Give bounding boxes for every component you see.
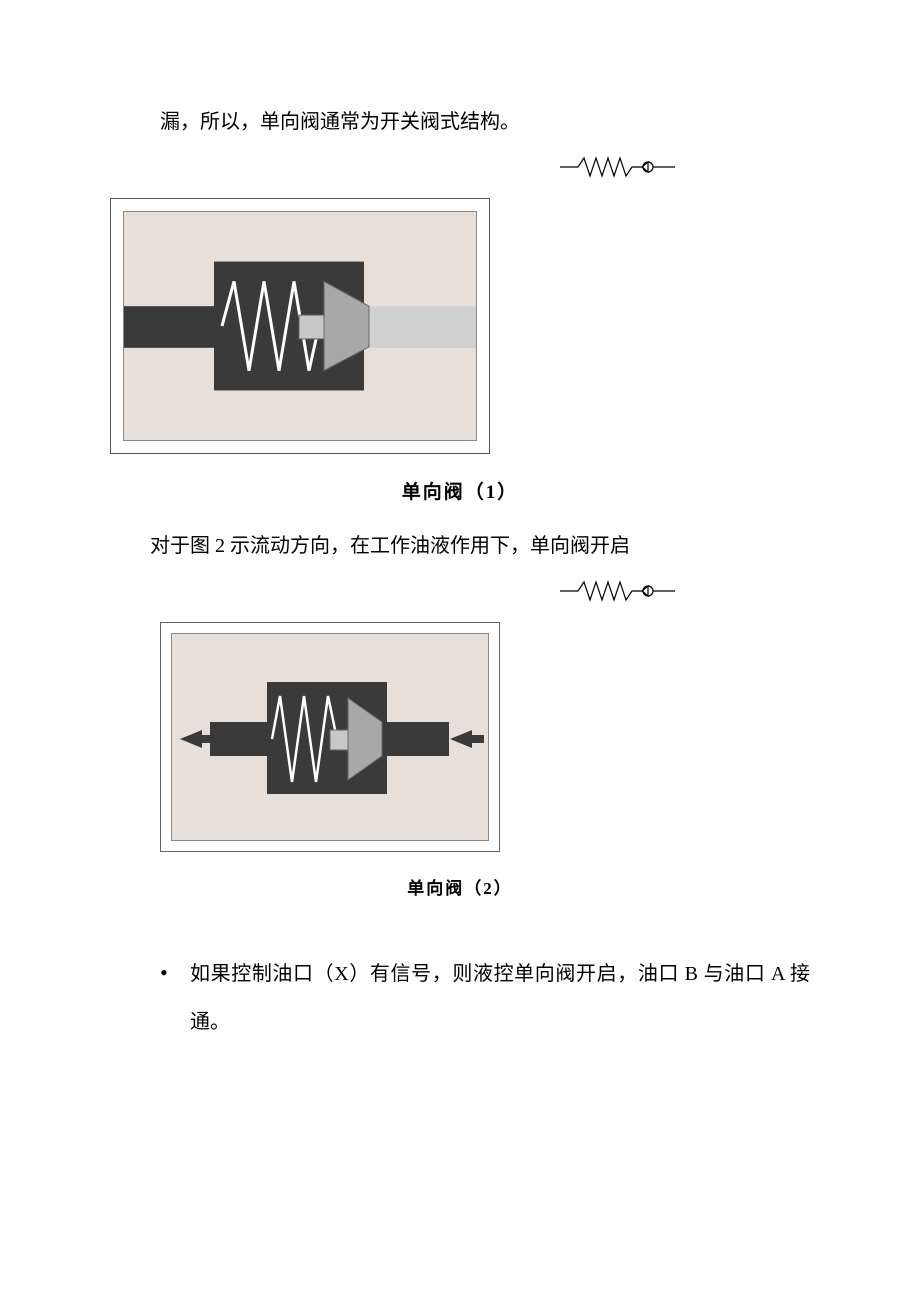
figure-1 <box>123 211 477 441</box>
paragraph-mid: 对于图 2 示流动方向，在工作油液作用下，单向阀开启 <box>110 524 810 568</box>
figure-1-svg <box>124 212 476 440</box>
bullet-item-1: • 如果控制油口（X）有信号，则液控单向阀开启，油口 B 与油口 A 接通。 <box>160 947 810 1046</box>
caption-2: 单向阀（2） <box>110 870 810 907</box>
figure-2-svg <box>172 634 488 840</box>
bullet-list: • 如果控制油口（X）有信号，则液控单向阀开启，油口 B 与油口 A 接通。 <box>110 947 810 1046</box>
bullet-text-1: 如果控制油口（X）有信号，则液控单向阀开启，油口 B 与油口 A 接通。 <box>190 950 810 1046</box>
figure-2-frame <box>160 622 500 852</box>
bullet-dot-icon: • <box>160 947 190 1000</box>
paragraph-top: 漏，所以，单向阀通常为开关阀式结构。 <box>110 100 810 144</box>
figure-1-frame <box>110 198 490 454</box>
check-valve-symbol-2 <box>560 576 680 606</box>
check-valve-symbol-1 <box>560 152 680 182</box>
caption-1: 单向阀（1） <box>110 472 810 514</box>
check-valve-symbol-1-row <box>110 152 810 188</box>
check-valve-symbol-2-row <box>110 576 810 612</box>
figure-2 <box>171 633 489 841</box>
